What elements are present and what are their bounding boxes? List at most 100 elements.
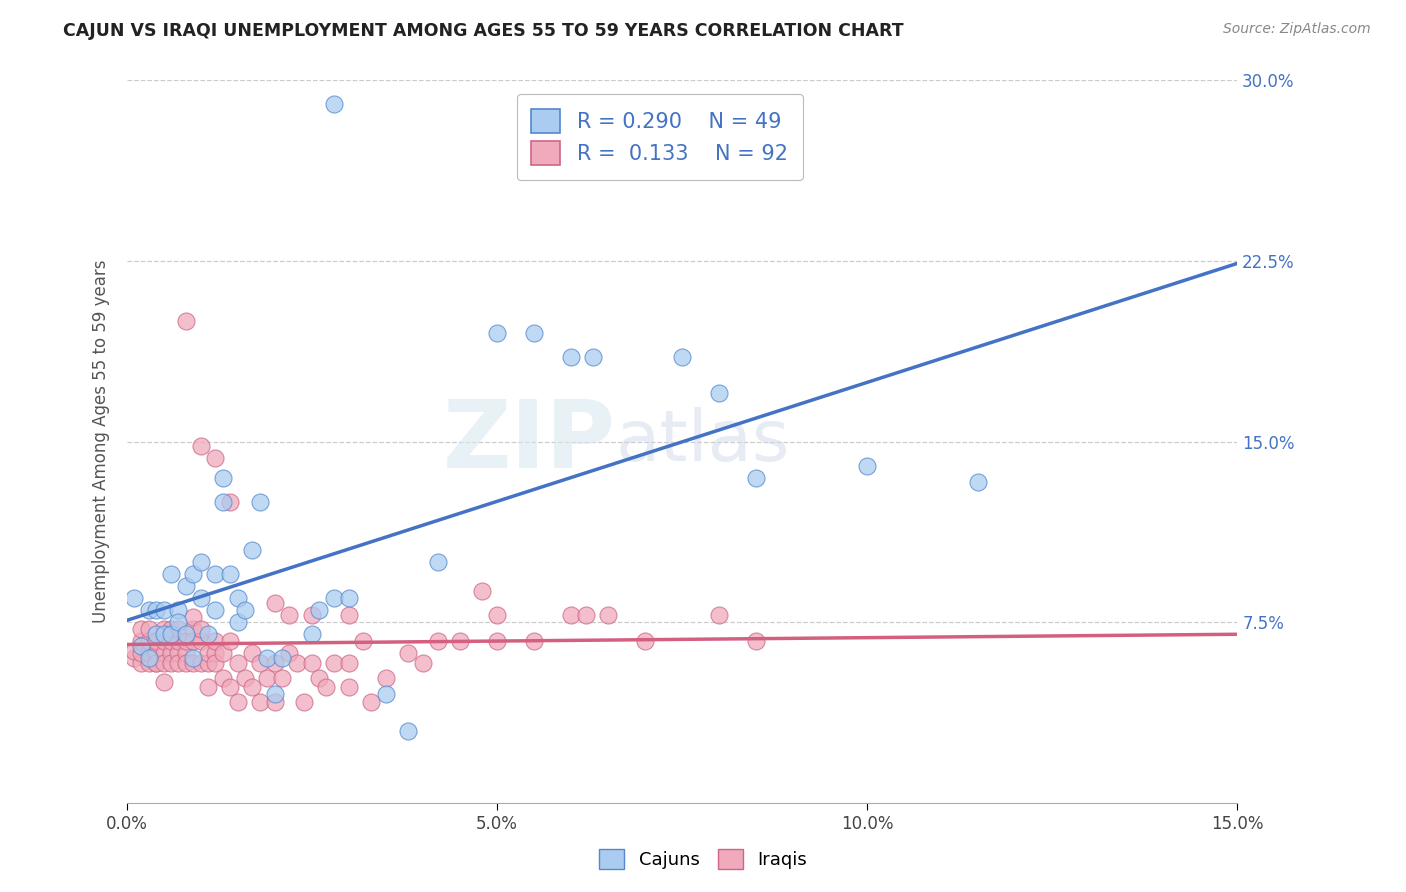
Point <box>197 680 219 694</box>
Point <box>242 647 264 661</box>
Point <box>160 634 183 648</box>
Point <box>131 647 153 661</box>
Point <box>249 494 271 508</box>
Point <box>523 634 546 648</box>
Point <box>315 680 337 694</box>
Point <box>160 567 183 582</box>
Point <box>152 647 174 661</box>
Point <box>596 607 619 622</box>
Point <box>575 607 598 622</box>
Point <box>560 607 582 622</box>
Point <box>181 567 204 582</box>
Point <box>523 326 546 340</box>
Y-axis label: Unemployment Among Ages 55 to 59 years: Unemployment Among Ages 55 to 59 years <box>91 260 110 624</box>
Point <box>226 591 249 605</box>
Point <box>181 623 204 637</box>
Point <box>138 623 160 637</box>
Point <box>226 656 249 670</box>
Point <box>181 634 204 648</box>
Point <box>122 591 145 605</box>
Point <box>412 656 434 670</box>
Point <box>707 607 730 622</box>
Point <box>152 656 174 670</box>
Point <box>249 695 271 709</box>
Text: ZIP: ZIP <box>443 395 616 488</box>
Point <box>308 671 330 685</box>
Point <box>204 567 226 582</box>
Point <box>204 451 226 466</box>
Point <box>167 647 190 661</box>
Point <box>322 591 344 605</box>
Legend: R = 0.290    N = 49, R =  0.133    N = 92: R = 0.290 N = 49, R = 0.133 N = 92 <box>516 95 803 180</box>
Point <box>138 634 160 648</box>
Point <box>449 634 471 648</box>
Point <box>233 603 256 617</box>
Point <box>138 651 160 665</box>
Point <box>152 634 174 648</box>
Point <box>167 603 190 617</box>
Point <box>167 623 190 637</box>
Point <box>745 634 768 648</box>
Point <box>263 687 285 701</box>
Point <box>211 647 233 661</box>
Text: Source: ZipAtlas.com: Source: ZipAtlas.com <box>1223 22 1371 37</box>
Point <box>122 651 145 665</box>
Point <box>160 647 183 661</box>
Point <box>219 567 242 582</box>
Point <box>131 639 153 653</box>
Point <box>285 656 308 670</box>
Point <box>160 656 183 670</box>
Point <box>337 591 360 605</box>
Point <box>174 314 197 328</box>
Point <box>160 627 183 641</box>
Point <box>271 671 294 685</box>
Point <box>374 687 396 701</box>
Point <box>211 494 233 508</box>
Point <box>374 671 396 685</box>
Point <box>278 647 301 661</box>
Point <box>211 470 233 484</box>
Point <box>322 656 344 670</box>
Point <box>204 603 226 617</box>
Point <box>204 656 226 670</box>
Point <box>707 386 730 401</box>
Point <box>152 623 174 637</box>
Point <box>138 656 160 670</box>
Point <box>190 555 212 569</box>
Point <box>211 671 233 685</box>
Point <box>560 350 582 364</box>
Point <box>426 555 449 569</box>
Point <box>190 623 212 637</box>
Point <box>204 647 226 661</box>
Point <box>167 615 190 630</box>
Point <box>190 634 212 648</box>
Point <box>204 634 226 648</box>
Point <box>174 647 197 661</box>
Point <box>353 634 375 648</box>
Point <box>485 634 508 648</box>
Point <box>745 470 768 484</box>
Point <box>131 623 153 637</box>
Point <box>145 627 167 641</box>
Point <box>138 647 160 661</box>
Point <box>145 656 167 670</box>
Point <box>263 596 285 610</box>
Point <box>485 607 508 622</box>
Point <box>278 607 301 622</box>
Point <box>263 656 285 670</box>
Point <box>301 607 323 622</box>
Point <box>256 651 278 665</box>
Point <box>337 680 360 694</box>
Point <box>145 647 167 661</box>
Point <box>322 97 344 112</box>
Point <box>174 627 197 641</box>
Point <box>219 634 242 648</box>
Point <box>131 634 153 648</box>
Point <box>190 656 212 670</box>
Point <box>396 723 419 738</box>
Point <box>181 656 204 670</box>
Point <box>190 591 212 605</box>
Point <box>233 671 256 685</box>
Point <box>426 634 449 648</box>
Point <box>145 634 167 648</box>
